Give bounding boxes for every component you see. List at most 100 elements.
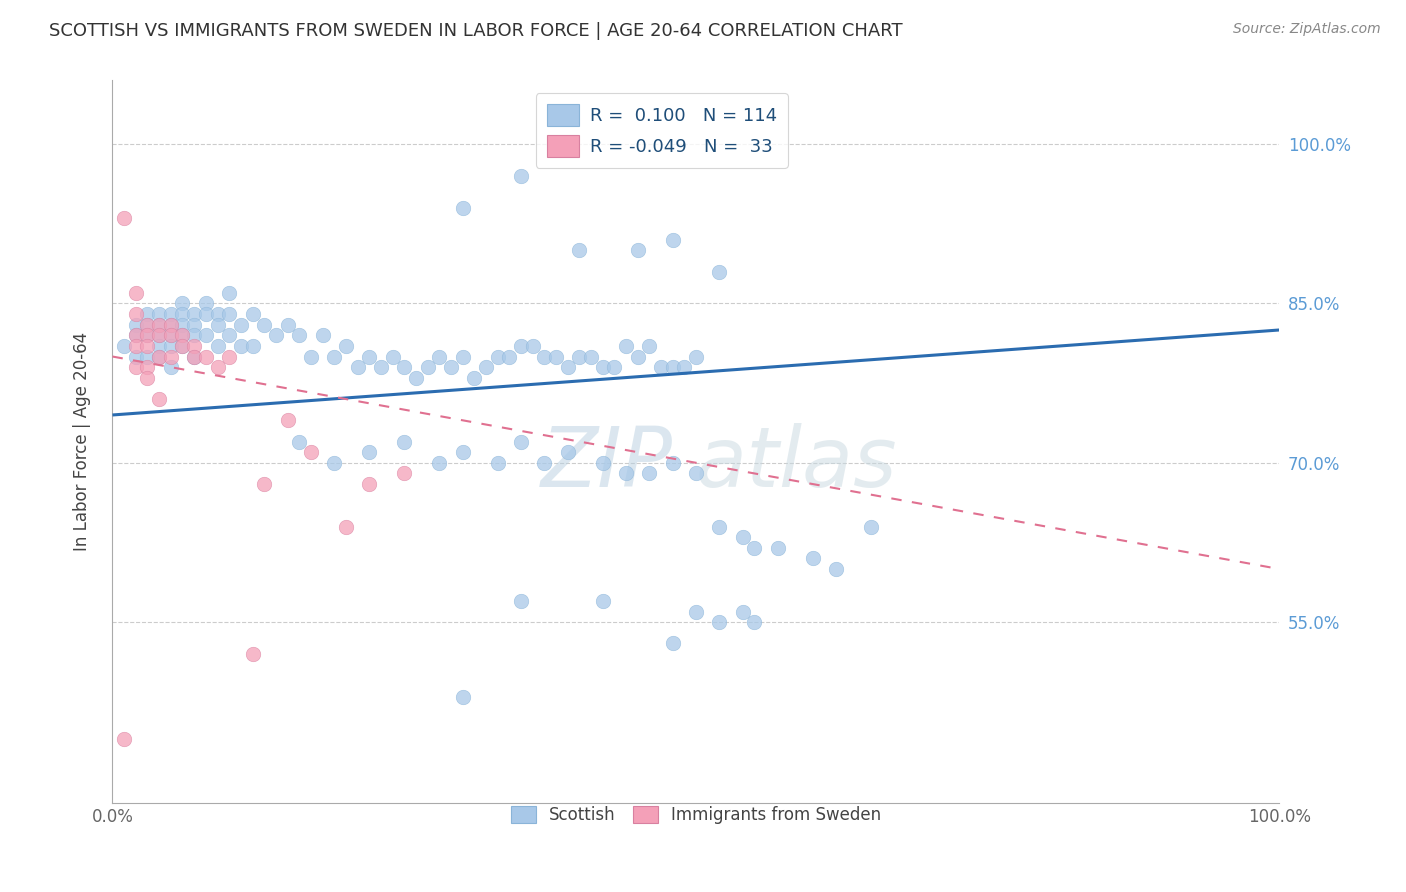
Point (125, 285, 148, 300)
Point (568, 244, 591, 258)
Point (451, 690, 474, 704)
Point (661, 636, 683, 650)
Point (416, 360, 439, 375)
Point (136, 339, 159, 353)
Point (335, 339, 357, 353)
Point (125, 318, 148, 332)
Point (509, 169, 531, 183)
Point (183, 350, 205, 364)
Point (359, 350, 381, 364)
Point (731, 530, 754, 544)
Point (533, 350, 555, 364)
Point (183, 339, 205, 353)
Text: Source: ZipAtlas.com: Source: ZipAtlas.com (1233, 22, 1381, 37)
Point (614, 467, 637, 481)
Point (125, 360, 148, 375)
Point (685, 605, 707, 619)
Point (592, 594, 614, 608)
Point (207, 339, 229, 353)
Point (650, 360, 672, 375)
Point (288, 328, 311, 343)
Point (218, 285, 240, 300)
Point (229, 318, 252, 332)
Point (207, 318, 229, 332)
Point (766, 541, 789, 555)
Point (242, 307, 264, 321)
Point (614, 339, 637, 353)
Point (661, 456, 683, 470)
Point (359, 445, 381, 459)
Point (112, 211, 135, 226)
Point (638, 339, 661, 353)
Point (579, 350, 602, 364)
Point (288, 434, 311, 449)
Point (207, 307, 229, 321)
Point (160, 318, 183, 332)
Point (253, 318, 276, 332)
Point (522, 339, 544, 353)
Point (323, 350, 346, 364)
Point (207, 360, 229, 375)
Point (825, 562, 848, 576)
Point (860, 519, 883, 533)
Point (194, 307, 217, 321)
Point (160, 307, 183, 321)
Point (218, 307, 240, 321)
Point (148, 318, 170, 332)
Point (627, 350, 650, 364)
Point (709, 264, 731, 278)
Point (463, 371, 485, 385)
Point (568, 350, 591, 364)
Point (475, 360, 498, 375)
Point (346, 360, 368, 375)
Point (486, 456, 509, 470)
Point (194, 350, 217, 364)
Point (299, 350, 322, 364)
Point (486, 350, 509, 364)
Point (148, 392, 170, 406)
Point (125, 307, 148, 321)
Point (136, 371, 159, 385)
Point (405, 371, 427, 385)
Point (148, 350, 170, 364)
Point (172, 307, 194, 321)
Point (148, 318, 170, 332)
Point (112, 339, 135, 353)
Point (264, 328, 287, 343)
Point (744, 541, 766, 555)
Point (218, 328, 240, 343)
Point (451, 445, 474, 459)
Point (125, 339, 148, 353)
Point (427, 456, 450, 470)
Point (335, 519, 357, 533)
Text: ZIP: ZIP (541, 423, 672, 504)
Point (148, 339, 170, 353)
Point (183, 328, 205, 343)
Point (592, 360, 614, 375)
Point (218, 350, 240, 364)
Point (661, 360, 683, 375)
Point (136, 318, 159, 332)
Point (440, 360, 463, 375)
Point (394, 434, 416, 449)
Point (148, 350, 170, 364)
Point (242, 339, 264, 353)
Point (160, 350, 183, 364)
Point (183, 307, 205, 321)
Point (673, 360, 696, 375)
Point (253, 477, 276, 491)
Point (136, 350, 159, 364)
Point (148, 307, 170, 321)
Point (136, 328, 159, 343)
Point (709, 519, 731, 533)
Point (160, 328, 183, 343)
Point (709, 615, 731, 630)
Text: atlas: atlas (696, 423, 897, 504)
Point (557, 445, 579, 459)
Point (731, 605, 754, 619)
Point (172, 318, 194, 332)
Point (136, 328, 159, 343)
Point (381, 350, 404, 364)
Point (451, 350, 474, 364)
Point (160, 360, 183, 375)
